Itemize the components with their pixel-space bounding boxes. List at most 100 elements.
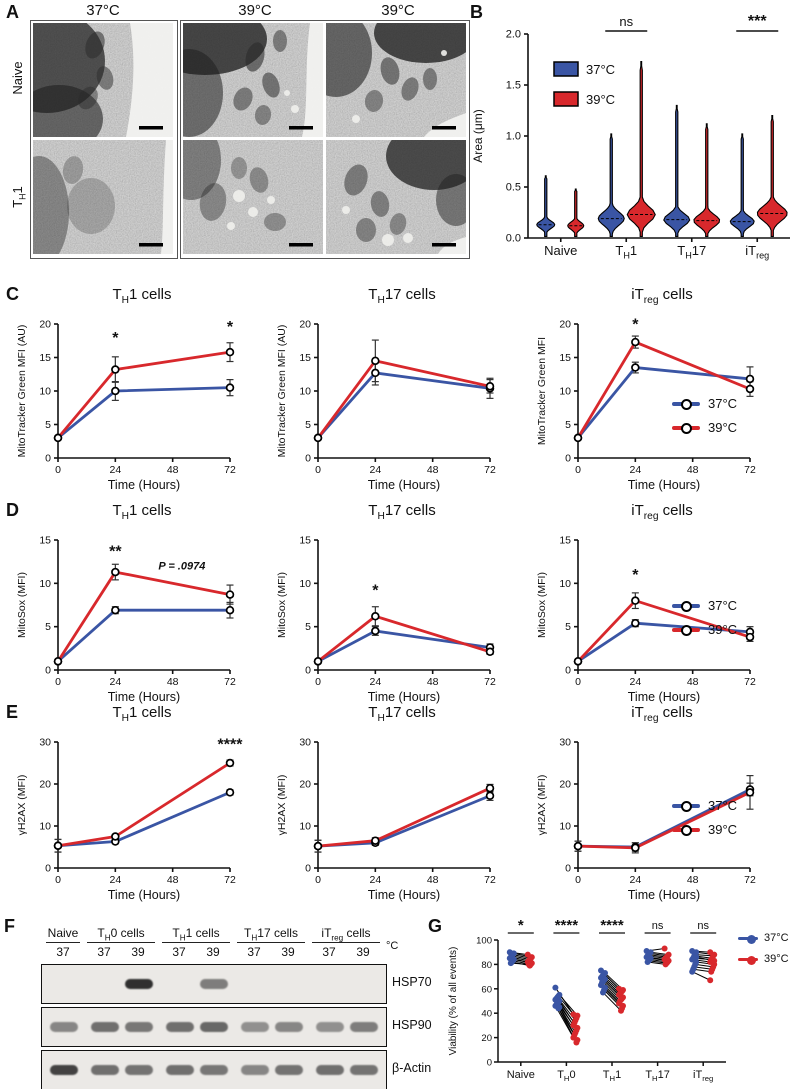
svg-text:24: 24: [629, 464, 641, 476]
svg-text:Time (Hours): Time (Hours): [368, 888, 440, 902]
svg-text:MitoSox (MFI): MitoSox (MFI): [536, 572, 548, 638]
svg-text:48: 48: [687, 464, 699, 476]
svg-text:MitoSox (MFI): MitoSox (MFI): [276, 572, 288, 638]
svg-text:Area (μm): Area (μm): [471, 109, 485, 163]
data-marker: [53, 841, 63, 850]
blot-temp-label: 37: [97, 945, 111, 959]
svg-text:5: 5: [565, 419, 571, 431]
svg-text:20: 20: [559, 779, 571, 791]
panel-f-letter: F: [4, 916, 15, 936]
mitotracker-chart-th17: 0 5 10 15 20 0 24 48 72 Time (Hours) MitoTracker G…: [276, 319, 496, 493]
svg-text:0.0: 0.0: [506, 233, 521, 245]
svg-text:**: **: [109, 543, 122, 560]
mitosox-chart-itreg: 0 5 10 15 0 24 48 72 Time (Hours) MitoSox (MFI) *: [536, 535, 756, 705]
blot-temp-label: 37: [56, 945, 70, 959]
svg-text:24: 24: [369, 874, 381, 886]
blot-temp-label: 39: [206, 945, 220, 959]
svg-text:Time (Hours): Time (Hours): [108, 478, 180, 492]
svg-text:0: 0: [305, 453, 311, 465]
panel-d-letter: D: [6, 500, 19, 520]
svg-text:20: 20: [39, 779, 51, 791]
svg-text:TH0: TH0: [557, 1069, 575, 1083]
data-marker: [313, 657, 323, 666]
point-39: [708, 968, 715, 975]
data-marker: [631, 618, 640, 628]
em-image-th1-37: [33, 140, 173, 254]
vacuole-blob: [382, 234, 394, 246]
svg-text:72: 72: [224, 464, 236, 476]
legend-row-e: 37°C 39°C: [672, 798, 737, 846]
svg-text:Naive: Naive: [507, 1069, 535, 1081]
gh2ax-chart-th1: 0 10 20 30 0 24 48 72 Time (Hours) γH2AX (MFI) ***…: [16, 737, 243, 903]
svg-text:15: 15: [559, 535, 571, 547]
blot-temp-label: 39: [131, 945, 145, 959]
mitochondrion-blob: [67, 178, 115, 234]
extracellular-space: [424, 113, 466, 137]
svg-text:72: 72: [744, 676, 756, 688]
series-39°C: [314, 783, 494, 853]
data-marker: [53, 657, 63, 666]
vacuole-blob: [441, 50, 447, 56]
data-marker: [371, 836, 380, 845]
data-marker: [573, 657, 583, 666]
svg-text:TH17: TH17: [677, 243, 706, 260]
nucleus-blob: [33, 85, 103, 137]
mitochondrion-blob: [380, 57, 400, 85]
svg-text:10: 10: [559, 578, 571, 590]
data-marker: [371, 626, 380, 636]
line-dot-icon: [738, 933, 758, 944]
svg-text:15: 15: [299, 352, 311, 364]
data-marker: [485, 783, 495, 793]
svg-text:0: 0: [487, 1058, 492, 1069]
svg-text:ns: ns: [697, 920, 709, 932]
svg-text:0: 0: [305, 863, 311, 875]
svg-text:*: *: [372, 582, 379, 599]
mitochondrion-blob: [85, 31, 105, 59]
vacuole-blob: [352, 115, 360, 123]
mitochondrion-blob: [344, 164, 368, 196]
svg-text:0: 0: [565, 453, 571, 465]
protein-band: [50, 1065, 78, 1075]
scale-bar: [139, 126, 163, 130]
svg-text:5: 5: [305, 621, 311, 633]
svg-text:0: 0: [565, 665, 571, 677]
mitochondrion-blob: [233, 87, 253, 111]
data-marker: [313, 433, 323, 443]
svg-text:****: ****: [600, 917, 624, 934]
blot-group-label: iTreg cells: [312, 926, 380, 943]
svg-text:72: 72: [744, 464, 756, 476]
svg-text:ns: ns: [652, 920, 664, 932]
mitochondrion-blob: [245, 42, 265, 72]
svg-text:Time (Hours): Time (Hours): [628, 690, 700, 704]
blot-temp-label: 39: [281, 945, 295, 959]
data-marker: [225, 347, 235, 357]
em-image-naive-39b: [326, 23, 466, 137]
data-marker: [485, 791, 495, 801]
svg-text:P = .0974: P = .0974: [158, 560, 205, 572]
protein-band: [166, 1065, 194, 1075]
point-37: [507, 960, 514, 967]
svg-text:10: 10: [39, 386, 51, 398]
data-marker: [573, 433, 583, 443]
svg-text:48: 48: [167, 464, 179, 476]
svg-text:*: *: [518, 917, 524, 934]
svg-text:Time (Hours): Time (Hours): [628, 478, 700, 492]
svg-text:10: 10: [299, 821, 311, 833]
data-marker: [225, 383, 235, 392]
data-marker: [745, 632, 755, 642]
point-39: [707, 977, 714, 984]
svg-text:20: 20: [559, 319, 571, 331]
legend-item-39: 39°C: [672, 822, 737, 837]
svg-text:0: 0: [45, 665, 51, 677]
data-marker: [573, 841, 583, 851]
svg-text:γH2AX (MFI): γH2AX (MFI): [276, 775, 288, 836]
svg-text:0.5: 0.5: [506, 182, 521, 194]
protein-band: [200, 1022, 228, 1032]
blot-temp-label: 39: [356, 945, 370, 959]
protein-band: [200, 979, 228, 989]
svg-text:iTreg: iTreg: [745, 243, 769, 260]
svg-text:Time (Hours): Time (Hours): [108, 888, 180, 902]
data-marker: [313, 841, 323, 851]
svg-text:48: 48: [427, 464, 439, 476]
line-marker-icon: [672, 824, 700, 836]
